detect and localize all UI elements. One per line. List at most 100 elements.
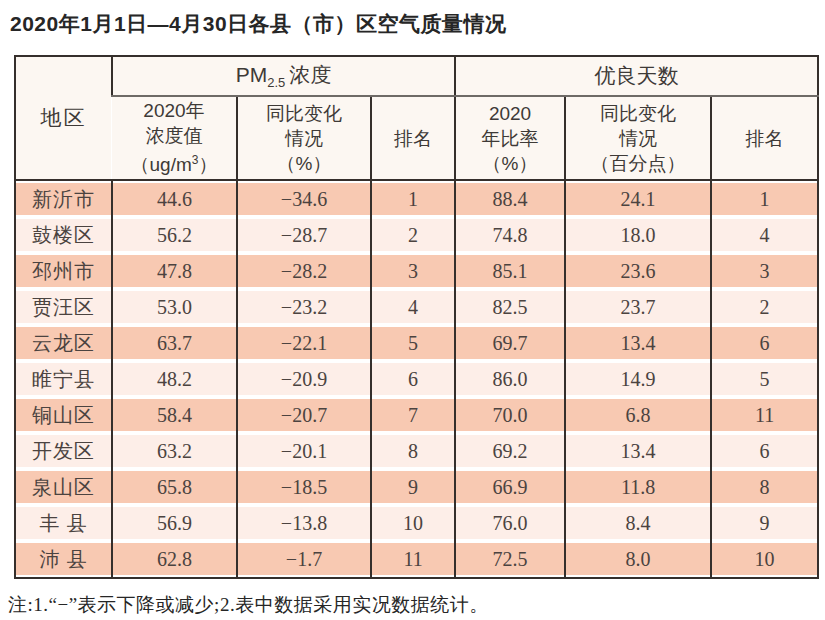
sub-header-row: 2020年 浓度值 （ug/m3） 同比变化 情况 （%） 排名 2020 年比…: [15, 96, 818, 180]
table-row: 新沂市 44.6 −34.6 1 88.4 24.1 1: [15, 180, 818, 217]
cell-region: 铜山区: [15, 397, 112, 433]
cell-pm-rank: 8: [371, 433, 455, 469]
cell-good-change: 14.9: [565, 361, 711, 397]
cell-region: 沛 县: [15, 541, 112, 578]
cell-pm-value: 58.4: [112, 397, 237, 433]
cell-pm-value: 63.7: [112, 325, 237, 361]
group-header-pm25: PM2.5浓度: [112, 56, 455, 96]
cell-good-change: 23.7: [565, 289, 711, 325]
cell-good-rank: 3: [711, 253, 818, 289]
cell-good-rank: 11: [711, 397, 818, 433]
pm-change-header-line1: 同比变化: [239, 101, 369, 126]
cell-good-ratio: 85.1: [455, 253, 565, 289]
col-header-good-ratio: 2020 年比率 （%）: [455, 96, 565, 180]
table-row: 丰 县 56.9 −13.8 10 76.0 8.4 9: [15, 505, 818, 541]
pm-unit-open: （ug/m: [131, 155, 192, 176]
cell-pm-rank: 10: [371, 505, 455, 541]
table-row: 邳州市 47.8 −28.2 3 85.1 23.6 3: [15, 253, 818, 289]
cell-good-change: 23.6: [565, 253, 711, 289]
cell-region: 新沂市: [15, 180, 112, 217]
cell-good-rank: 1: [711, 180, 818, 217]
cell-pm-change: −28.7: [237, 217, 371, 253]
cell-good-ratio: 66.9: [455, 469, 565, 505]
cell-pm-change: −13.8: [237, 505, 371, 541]
cell-pm-change: −28.2: [237, 253, 371, 289]
cell-good-ratio: 86.0: [455, 361, 565, 397]
cell-good-ratio: 76.0: [455, 505, 565, 541]
cell-good-ratio: 69.2: [455, 433, 565, 469]
cell-good-change: 6.8: [565, 397, 711, 433]
cell-good-ratio: 72.5: [455, 541, 565, 578]
good-ratio-header-line2: 年比率: [457, 126, 563, 151]
col-header-pm-value: 2020年 浓度值 （ug/m3）: [112, 96, 237, 180]
cell-pm-change: −22.1: [237, 325, 371, 361]
cell-pm-value: 56.2: [112, 217, 237, 253]
table-row: 铜山区 58.4 −20.7 7 70.0 6.8 11: [15, 397, 818, 433]
cell-good-rank: 6: [711, 433, 818, 469]
pm-change-header-line3: （%）: [239, 151, 369, 176]
col-header-pm-rank: 排名: [371, 96, 455, 180]
cell-good-ratio: 70.0: [455, 397, 565, 433]
cell-good-change: 13.4: [565, 325, 711, 361]
cell-pm-change: −20.7: [237, 397, 371, 433]
pm-value-header-line2: 浓度值: [113, 123, 235, 148]
cell-region: 云龙区: [15, 325, 112, 361]
group-header-row: 地区 PM2.5浓度 优良天数: [15, 56, 818, 96]
pm-change-header-line2: 情况: [239, 126, 369, 151]
cell-pm-rank: 7: [371, 397, 455, 433]
cell-pm-rank: 9: [371, 469, 455, 505]
pm-value-header-unit: （ug/m3）: [113, 148, 235, 177]
cell-pm-rank: 1: [371, 180, 455, 217]
pm25-label-subscript: 2.5: [267, 76, 285, 91]
cell-good-change: 18.0: [565, 217, 711, 253]
table-row: 泉山区 65.8 −18.5 9 66.9 11.8 8: [15, 469, 818, 505]
cell-pm-change: −1.7: [237, 541, 371, 578]
table-body: 新沂市 44.6 −34.6 1 88.4 24.1 1 鼓楼区 56.2 −2…: [15, 180, 818, 578]
cell-pm-value: 48.2: [112, 361, 237, 397]
cell-pm-rank: 11: [371, 541, 455, 578]
cell-pm-change: −20.9: [237, 361, 371, 397]
cell-good-rank: 9: [711, 505, 818, 541]
cell-good-rank: 6: [711, 325, 818, 361]
cell-pm-value: 44.6: [112, 180, 237, 217]
cell-pm-change: −23.2: [237, 289, 371, 325]
article-page: 2020年1月1日—4月30日各县（市）区空气质量情况 地区 PM2.5浓度 优…: [0, 0, 825, 620]
good-change-header-line1: 同比变化: [567, 101, 709, 126]
cell-good-change: 24.1: [565, 180, 711, 217]
cell-good-rank: 4: [711, 217, 818, 253]
cell-good-change: 8.0: [565, 541, 711, 578]
cell-pm-rank: 5: [371, 325, 455, 361]
cell-good-rank: 10: [711, 541, 818, 578]
pm25-label-suffix: 浓度: [289, 63, 331, 86]
cell-good-change: 13.4: [565, 433, 711, 469]
cell-pm-rank: 3: [371, 253, 455, 289]
good-ratio-header-line1: 2020: [457, 101, 563, 126]
good-change-header-line3: （百分点）: [567, 151, 709, 176]
cell-pm-rank: 4: [371, 289, 455, 325]
cell-good-ratio: 69.7: [455, 325, 565, 361]
cell-pm-change: −20.1: [237, 433, 371, 469]
cell-pm-value: 53.0: [112, 289, 237, 325]
cell-pm-change: −18.5: [237, 469, 371, 505]
group-header-good-days: 优良天数: [455, 56, 818, 96]
cell-pm-value: 63.2: [112, 433, 237, 469]
cell-good-ratio: 74.8: [455, 217, 565, 253]
page-title: 2020年1月1日—4月30日各县（市）区空气质量情况: [0, 0, 825, 38]
table-row: 沛 县 62.8 −1.7 11 72.5 8.0 10: [15, 541, 818, 578]
col-header-good-change: 同比变化 情况 （百分点）: [565, 96, 711, 180]
col-header-region: 地区: [15, 56, 112, 180]
cell-good-change: 8.4: [565, 505, 711, 541]
table-row: 贾汪区 53.0 −23.2 4 82.5 23.7 2: [15, 289, 818, 325]
cell-good-ratio: 88.4: [455, 180, 565, 217]
good-ratio-header-line3: （%）: [457, 151, 563, 176]
col-header-pm-change: 同比变化 情况 （%）: [237, 96, 371, 180]
cell-region: 丰 县: [15, 505, 112, 541]
cell-pm-value: 62.8: [112, 541, 237, 578]
good-change-header-line2: 情况: [567, 126, 709, 151]
cell-pm-value: 56.9: [112, 505, 237, 541]
cell-pm-change: −34.6: [237, 180, 371, 217]
cell-region: 睢宁县: [15, 361, 112, 397]
cell-pm-value: 65.8: [112, 469, 237, 505]
cell-good-rank: 2: [711, 289, 818, 325]
cell-good-change: 11.8: [565, 469, 711, 505]
